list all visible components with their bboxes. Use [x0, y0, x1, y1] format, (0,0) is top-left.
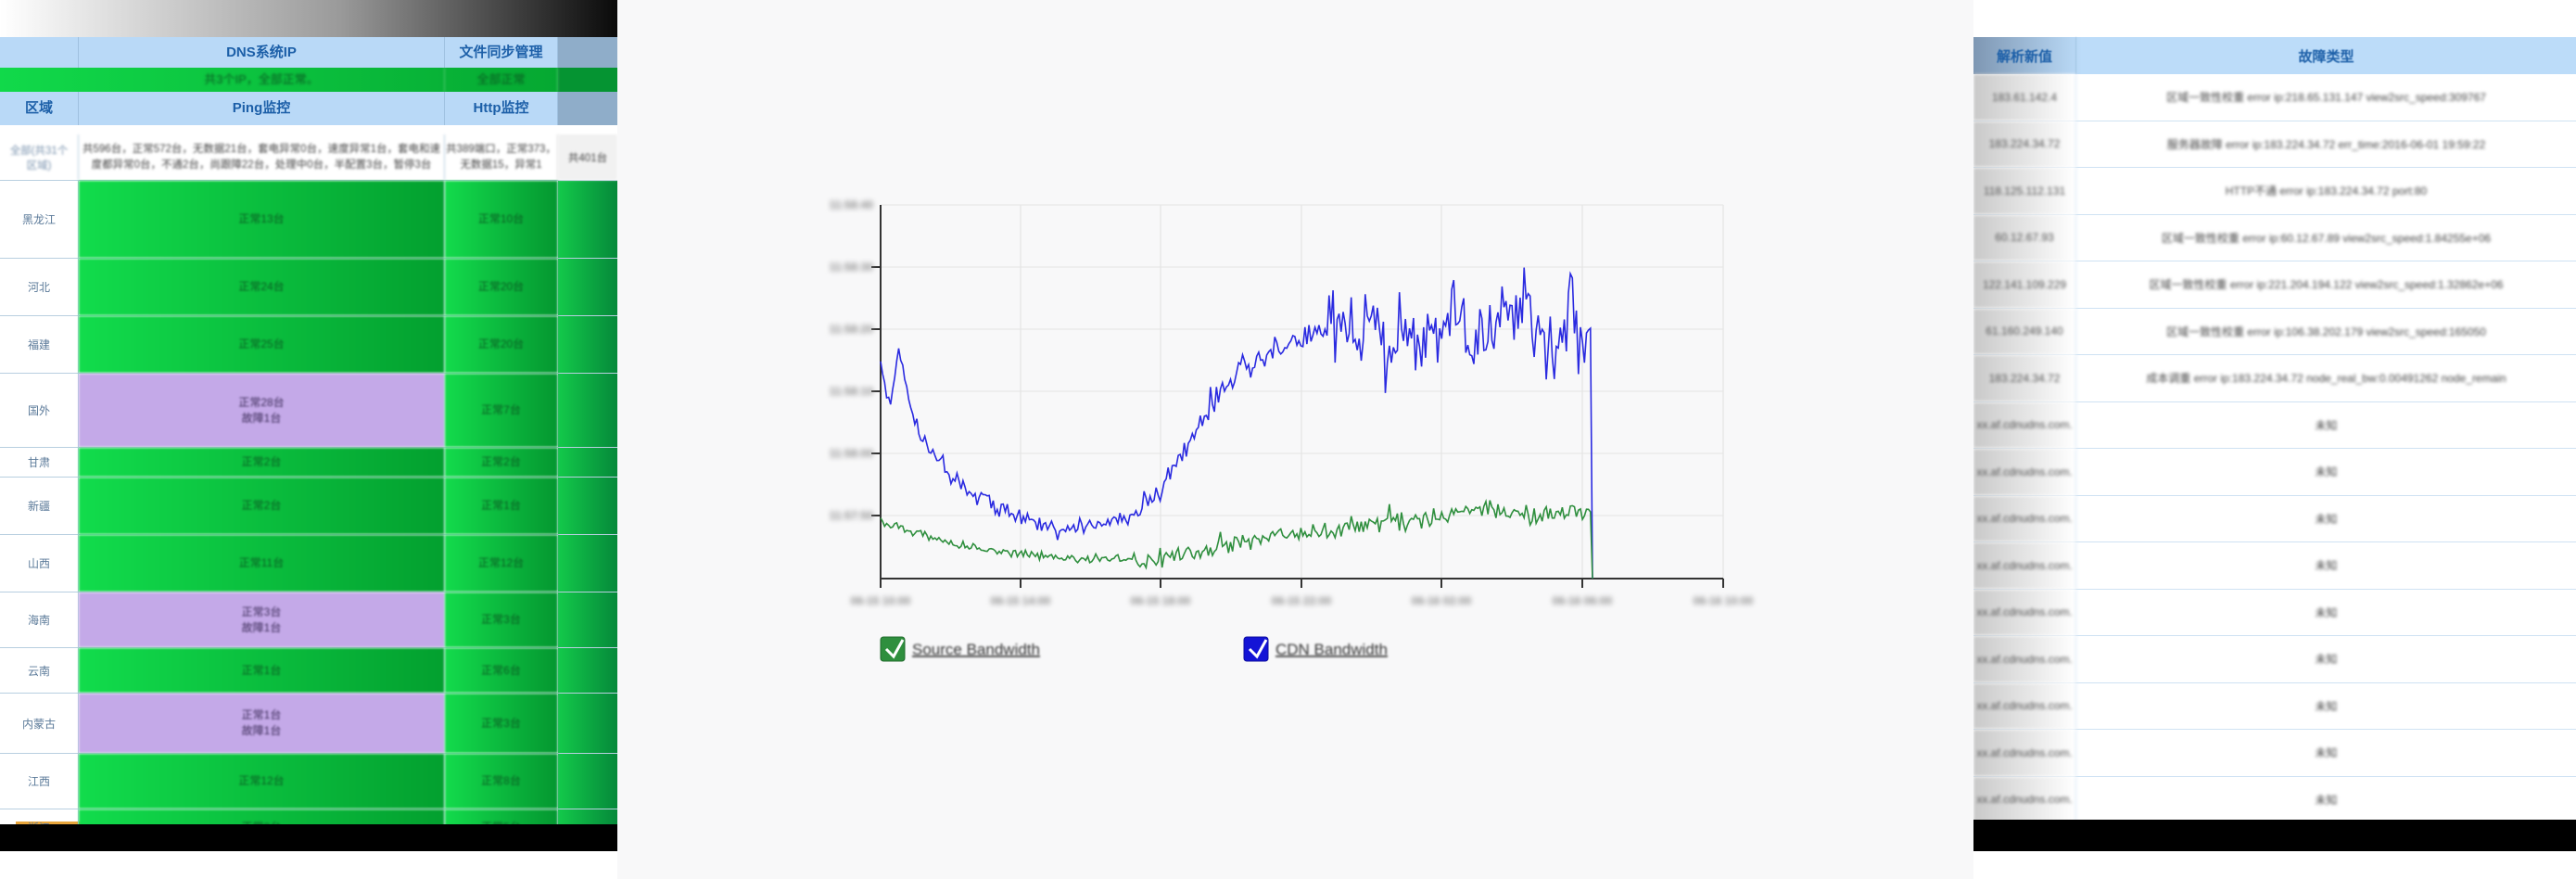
svg-text:11:58:00: 11:58:00 [830, 447, 874, 460]
svg-text:06-16 06:00: 06-16 06:00 [1553, 594, 1613, 607]
svg-text:CDN Bandwidth: CDN Bandwidth [1275, 641, 1388, 658]
svg-text:06-15 14:00: 06-15 14:00 [991, 594, 1051, 607]
svg-text:06-15 22:00: 06-15 22:00 [1272, 594, 1332, 607]
svg-text:06-16 02:00: 06-16 02:00 [1412, 594, 1472, 607]
svg-text:11:58:30: 11:58:30 [830, 261, 874, 274]
svg-text:11:57:50: 11:57:50 [830, 509, 874, 522]
svg-text:11:58:20: 11:58:20 [830, 323, 874, 336]
svg-text:06-15 10:00: 06-15 10:00 [851, 594, 911, 607]
svg-text:06-16 10:00: 06-16 10:00 [1694, 594, 1754, 607]
svg-text:11:58:40: 11:58:40 [830, 198, 874, 211]
svg-text:06-15 18:00: 06-15 18:00 [1131, 594, 1191, 607]
svg-text:Source Bandwidth: Source Bandwidth [912, 641, 1040, 658]
svg-text:11:58:10: 11:58:10 [830, 385, 874, 398]
